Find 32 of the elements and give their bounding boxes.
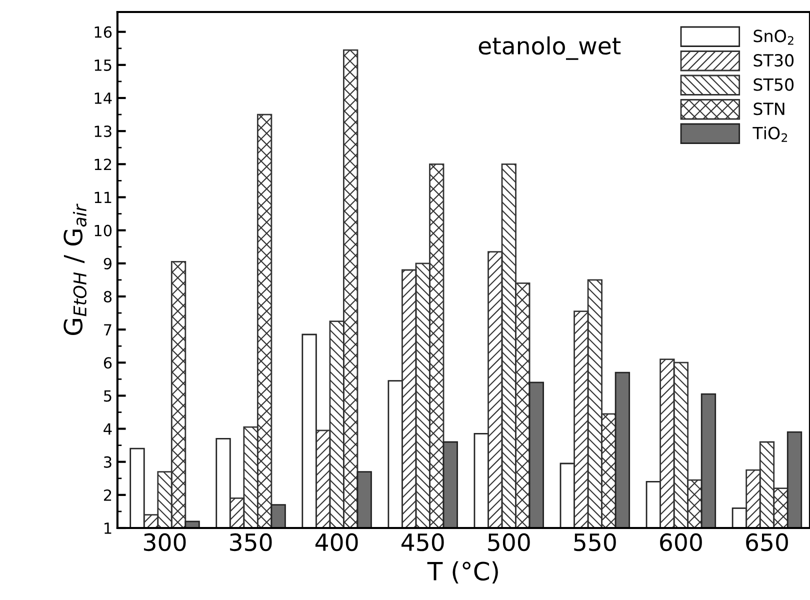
y-axis-title: G$_{EtOH}$ / G$_{air}$: [64, 204, 87, 335]
y-tick-label: 16: [94, 26, 112, 38]
x-tick-label: 500: [488, 533, 530, 552]
y-tick-label: 4: [104, 423, 112, 435]
legend-label: TiO$_{2}$: [752, 126, 788, 142]
x-tick-label: 400: [315, 533, 358, 552]
y-tick-label: 5: [104, 390, 112, 402]
x-axis-title: T (°C): [427, 561, 498, 584]
y-tick-label: 9: [104, 258, 112, 270]
y-tick-label: 7: [104, 324, 112, 336]
x-tick-label: 350: [230, 533, 272, 552]
x-tick-label: 300: [144, 533, 186, 552]
x-tick-label: 600: [660, 533, 702, 552]
y-tick-label: 1: [104, 522, 112, 534]
legend-label: ST30: [754, 54, 794, 67]
y-tick-label: 11: [94, 192, 112, 204]
y-tick-label: 13: [94, 126, 112, 138]
y-tick-label: 3: [104, 456, 112, 468]
legend-label: ST50: [754, 78, 794, 91]
x-tick-label: 550: [574, 533, 616, 552]
y-tick-label: 2: [104, 489, 112, 501]
legend-label: SnO$_{2}$: [754, 30, 794, 45]
annotation: etanolo_wet: [478, 36, 621, 60]
y-tick-label: 12: [94, 158, 112, 170]
y-tick-label: 10: [94, 224, 112, 236]
y-tick-label: 15: [94, 60, 112, 71]
y-tick-label: 8: [104, 290, 112, 302]
y-tick-label: 14: [94, 92, 112, 104]
x-tick-label: 450: [401, 533, 444, 552]
x-tick-label: 650: [746, 533, 788, 552]
legend-label: STN: [754, 102, 784, 116]
y-tick-label: 6: [104, 357, 112, 369]
